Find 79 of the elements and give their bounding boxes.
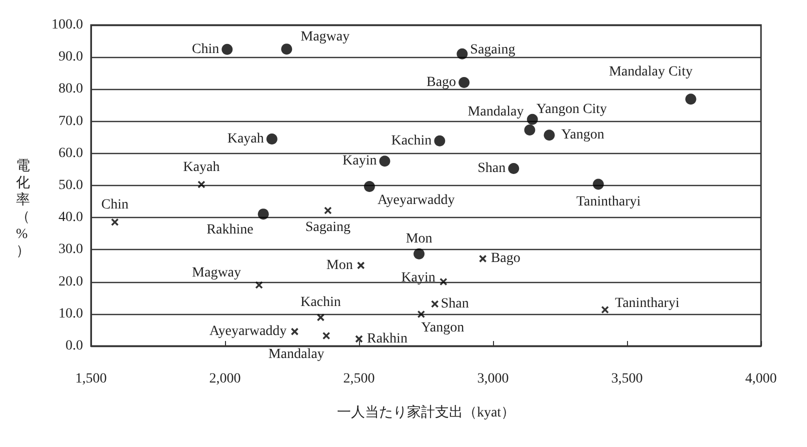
point	[316, 314, 325, 322]
point	[592, 178, 604, 190]
annotation: Yangon City	[536, 102, 607, 117]
point	[255, 281, 263, 289]
y-tick-label: 20.0	[58, 274, 83, 290]
y-tick-label: 70.0	[58, 114, 83, 129]
annotation: Mon	[326, 258, 353, 273]
y-tick-label: 80.0	[58, 82, 83, 97]
y-tick-label: 0.0	[66, 338, 83, 354]
point	[198, 180, 206, 188]
annotation: Rakhin	[367, 331, 408, 346]
x-tick-label: 2,000	[209, 372, 241, 386]
annotation: Sagaing	[305, 220, 350, 236]
annotation: Kayah	[183, 160, 220, 176]
annotation: Ayeyarwaddy	[209, 324, 287, 340]
annotation: Kachin	[391, 133, 432, 148]
point	[434, 135, 446, 146]
annotation: Bago	[426, 74, 456, 90]
annotation: Rakhine	[206, 222, 254, 238]
x-tick-label: 3,500	[611, 372, 643, 386]
point	[456, 48, 468, 60]
point	[478, 254, 487, 263]
annotation: Yangon	[421, 320, 464, 336]
annotation: Tanintharyi	[576, 194, 641, 210]
annotation: Kayin	[401, 270, 436, 286]
y-tick-label: 50.0	[58, 178, 83, 193]
point	[524, 124, 536, 136]
annotation: Shan	[440, 296, 469, 312]
point	[110, 218, 119, 226]
y-axis-title: 電化率（%）	[16, 158, 30, 259]
y-tick-label: 100.0	[52, 18, 83, 32]
y-tick-label: 10.0	[58, 306, 83, 322]
y-tick-label: 30.0	[58, 242, 83, 258]
annotation: Kayah	[227, 131, 264, 146]
point	[290, 328, 299, 336]
point	[601, 306, 609, 314]
y-tick-label: 60.0	[58, 146, 83, 161]
point	[324, 206, 332, 214]
y-tick-label: 90.0	[58, 50, 83, 65]
point	[440, 278, 448, 286]
point	[258, 208, 269, 220]
point	[685, 94, 696, 105]
annotation: Sagaing	[470, 42, 516, 58]
annotation: Mandalay	[468, 104, 524, 120]
point	[322, 332, 330, 340]
x-tick-label: 3,000	[477, 372, 509, 386]
point	[266, 133, 278, 144]
annotation: Mon	[406, 231, 432, 246]
point	[356, 262, 365, 270]
annotation: Tanintharyi	[615, 296, 680, 312]
annotation: Mandalay City	[608, 64, 693, 80]
point	[458, 76, 470, 88]
point	[526, 114, 538, 125]
point	[379, 156, 390, 167]
annotation: Shan	[478, 160, 506, 176]
point	[430, 300, 439, 308]
annotation: Ayeyarwaddy	[377, 192, 455, 208]
point	[544, 130, 555, 141]
annotation: Yangon	[561, 128, 604, 143]
point	[417, 310, 426, 318]
annotation: Chin	[101, 198, 128, 213]
point	[508, 162, 520, 174]
x-tick-label: 2,500	[343, 372, 375, 386]
annotation: Bago	[490, 251, 520, 266]
point	[281, 44, 292, 55]
point	[414, 248, 425, 260]
point	[222, 44, 233, 55]
point	[355, 335, 363, 343]
annotation: Kachin	[300, 294, 341, 310]
y-tick-label: 40.0	[58, 210, 83, 226]
x-tick-label: 4,000	[745, 372, 777, 386]
x-tick-label: 1,500	[75, 372, 107, 386]
annotation: Magway	[300, 30, 350, 45]
point	[364, 180, 375, 192]
annotation: Magway	[192, 266, 242, 281]
x-axis-title: 一人当たり家計支出（kyat）	[336, 404, 516, 420]
annotation: Mandalay	[268, 347, 324, 362]
annotation: Chin	[192, 42, 220, 57]
annotation: Kayin	[342, 154, 377, 169]
